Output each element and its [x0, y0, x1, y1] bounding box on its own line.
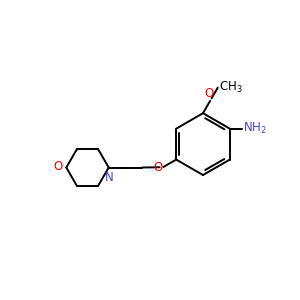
Text: NH$_2$: NH$_2$ — [243, 121, 267, 136]
Text: O: O — [205, 87, 214, 100]
Text: O: O — [53, 160, 63, 173]
Text: CH$_3$: CH$_3$ — [219, 80, 243, 95]
Text: N: N — [105, 171, 114, 184]
Text: O: O — [153, 161, 162, 174]
